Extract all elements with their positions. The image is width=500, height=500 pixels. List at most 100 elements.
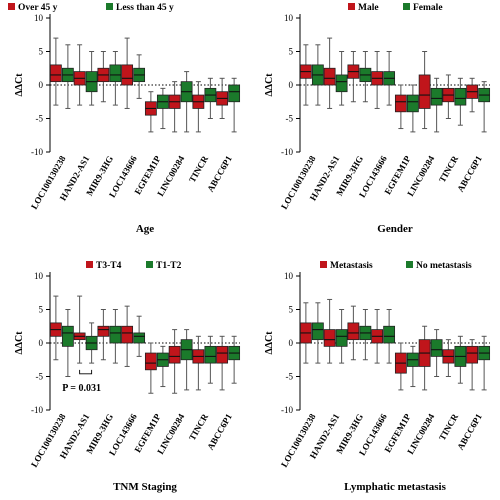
legend-label: Metastasis — [330, 261, 373, 271]
box-body — [323, 329, 336, 347]
y-tick-label: 5 — [289, 305, 294, 315]
box-body — [383, 325, 396, 344]
box-male-loc143666 — [371, 51, 384, 109]
box-t3-t4-mir9-3hg — [97, 309, 110, 361]
box-body — [406, 94, 419, 113]
box-t1-t2-mir9-3hg — [109, 309, 122, 364]
box-metastasis-linc00284 — [418, 325, 431, 391]
box-male-tincr — [442, 74, 455, 119]
x-category-label: TINCR — [187, 412, 210, 443]
legend-label: Male — [358, 3, 379, 13]
y-tick-label: 10 — [34, 13, 44, 23]
significance-bracket — [79, 369, 93, 375]
box-body — [216, 345, 229, 364]
box-body — [121, 325, 134, 344]
p-value-annotation: P = 0.031 — [62, 383, 101, 394]
legend-label: T1-T2 — [156, 261, 182, 271]
box-less-than-45-y-linc00284 — [180, 71, 193, 133]
x-axis-title: Age — [136, 223, 154, 235]
box-over-45-y-mir9-3hg — [97, 51, 110, 103]
box-no-metastasis-tincr — [454, 335, 467, 384]
box-female-linc00284 — [430, 77, 443, 133]
box-over-45-y-linc00284 — [168, 81, 181, 133]
box-male-hand2-as1 — [323, 37, 336, 109]
box-less-than-45-y-abcc6p1 — [228, 77, 241, 133]
box-less-than-45-y-hand2-as1 — [85, 51, 98, 106]
box-t3-t4-abcc6p1 — [216, 335, 229, 391]
chart-panel-2: -10-50510ΔΔCtLOC100130238HAND2-AS1MIR9-3… — [264, 3, 491, 235]
y-axis-label: ΔΔCt — [264, 73, 275, 97]
x-category-label: LOC100130238 — [29, 154, 68, 211]
box-t1-t2-linc00284 — [180, 329, 193, 391]
y-tick-label: -10 — [31, 147, 43, 157]
y-tick-label: 10 — [284, 13, 294, 23]
y-tick-label: -5 — [286, 114, 294, 124]
y-axis-label: ΔΔCt — [14, 73, 25, 97]
box-body — [121, 64, 134, 86]
box-t1-t2-hand2-as1 — [85, 322, 98, 364]
box-less-than-45-y-tincr — [204, 77, 217, 119]
box-female-egfem1p — [406, 84, 419, 133]
box-body — [97, 325, 110, 337]
box-less-than-45-y-mir9-3hg — [109, 51, 122, 106]
x-category-label: LOC100130238 — [279, 412, 318, 469]
box-body — [168, 345, 181, 364]
box-t3-t4-tincr — [192, 335, 205, 391]
box-less-than-45-y-loc143666 — [133, 54, 146, 99]
box-male-mir9-3hg — [347, 51, 360, 103]
box-body — [335, 329, 348, 347]
box-female-tincr — [454, 77, 467, 126]
box-no-metastasis-mir9-3hg — [359, 309, 372, 361]
box-body — [204, 345, 217, 364]
legend-swatch — [146, 261, 153, 268]
y-tick-label: -5 — [36, 372, 44, 382]
x-axis-title: Lymphatic metastasis — [344, 481, 446, 493]
box-t3-t4-loc100130238 — [49, 295, 62, 361]
box-no-metastasis-egfem1p — [406, 345, 419, 388]
legend-label: Female — [413, 3, 443, 13]
box-over-45-y-abcc6p1 — [216, 77, 229, 119]
box-body — [109, 64, 122, 83]
chart-panel-4: -10-50510ΔΔCtLOC100130238HAND2-AS1MIR9-3… — [264, 261, 491, 493]
box-male-loc100130238 — [299, 44, 312, 106]
y-axis-label: ΔΔCt — [264, 331, 275, 355]
x-category-label: TINCR — [187, 154, 210, 185]
box-no-metastasis-loc100130238 — [311, 302, 324, 364]
box-body — [347, 322, 360, 341]
y-tick-label: 5 — [39, 305, 44, 315]
box-body — [430, 87, 443, 106]
box-body — [49, 64, 62, 83]
x-axis-title: Gender — [377, 223, 413, 235]
box-less-than-45-y-loc100130238 — [61, 44, 74, 109]
box-metastasis-mir9-3hg — [347, 305, 360, 361]
box-over-45-y-tincr — [192, 81, 205, 133]
box-body — [323, 67, 336, 86]
box-metastasis-loc143666 — [371, 309, 384, 364]
box-t3-t4-linc00284 — [168, 329, 181, 394]
box-female-hand2-as1 — [335, 51, 348, 106]
box-body — [335, 74, 348, 93]
y-tick-label: -5 — [36, 114, 44, 124]
y-tick-label: 5 — [289, 47, 294, 57]
y-tick-label: 0 — [289, 338, 294, 348]
y-tick-label: -10 — [31, 405, 43, 415]
y-tick-label: -10 — [281, 147, 293, 157]
box-female-mir9-3hg — [359, 51, 372, 103]
box-no-metastasis-linc00284 — [430, 329, 443, 377]
legend-label: T3-T4 — [96, 261, 122, 271]
box-male-linc00284 — [418, 51, 431, 130]
box-no-metastasis-hand2-as1 — [335, 309, 348, 364]
box-body — [109, 325, 122, 344]
box-t3-t4-egfem1p — [144, 342, 157, 394]
chart-panel-3: -10-50510ΔΔCtLOC100130238HAND2-AS1MIR9-3… — [14, 261, 241, 493]
legend-label: Over 45 y — [18, 3, 58, 13]
y-tick-label: 0 — [289, 80, 294, 90]
legend-swatch — [106, 3, 113, 10]
box-body — [228, 84, 241, 103]
legend-label: Less than 45 y — [116, 3, 174, 13]
box-female-loc100130238 — [311, 44, 324, 106]
box-metastasis-abcc6p1 — [466, 339, 479, 391]
box-metastasis-hand2-as1 — [323, 298, 336, 364]
box-less-than-45-y-egfem1p — [156, 87, 169, 130]
box-metastasis-loc100130238 — [299, 302, 312, 364]
